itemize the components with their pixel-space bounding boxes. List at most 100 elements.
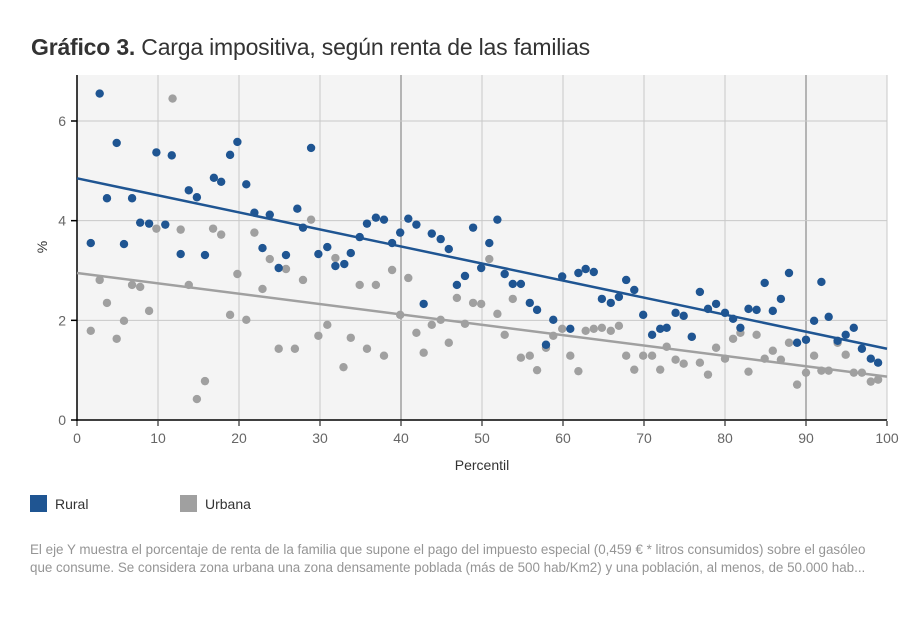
point-urbana — [525, 351, 534, 360]
point-rural — [638, 310, 648, 320]
point-urbana — [638, 351, 648, 360]
point-urbana — [102, 298, 112, 308]
data-points — [86, 89, 883, 404]
trendline-urbana — [76, 271, 888, 378]
point-urbana — [362, 344, 372, 353]
point-urbana — [168, 94, 177, 103]
point-rural — [752, 305, 761, 315]
point-urbana — [208, 224, 218, 233]
point-rural — [476, 263, 486, 273]
chart-note: El eje Y muestra el porcentaje de renta … — [30, 542, 866, 575]
point-urbana — [225, 310, 235, 320]
point-rural — [331, 261, 340, 271]
point-rural — [873, 358, 883, 367]
point-rural — [541, 340, 551, 349]
point-rural — [493, 215, 502, 224]
point-urbana — [866, 377, 875, 386]
point-rural — [549, 315, 558, 325]
point-rural — [711, 299, 721, 309]
point-rural — [216, 177, 226, 186]
point-urbana — [86, 326, 95, 335]
point-urbana — [873, 375, 883, 384]
x-tick-label: 80 — [717, 430, 733, 446]
point-urbana — [371, 280, 381, 290]
legend: Rural Urbana — [30, 495, 330, 512]
point-rural — [671, 308, 680, 318]
point-rural — [817, 277, 826, 287]
point-urbana — [290, 344, 300, 353]
point-urbana — [281, 264, 291, 274]
point-rural — [849, 323, 858, 333]
point-rural — [647, 330, 657, 339]
point-rural — [362, 219, 372, 228]
point-urbana — [233, 269, 242, 279]
point-urbana — [452, 293, 462, 303]
point-urbana — [135, 282, 145, 292]
point-urbana — [258, 284, 267, 294]
point-rural — [695, 287, 705, 297]
x-tick-label: 40 — [393, 430, 409, 446]
point-rural — [242, 180, 251, 189]
point-rural — [176, 249, 185, 259]
point-rural — [167, 151, 176, 160]
point-rural — [395, 228, 405, 237]
point-rural — [736, 323, 745, 333]
chart-title-text: Carga impositiva, según renta de las fam… — [135, 34, 590, 60]
point-urbana — [801, 368, 811, 377]
point-urbana — [95, 275, 104, 285]
point-rural — [687, 332, 696, 341]
point-urbana — [752, 330, 761, 339]
y-tick-label: 6 — [58, 113, 66, 129]
point-urbana — [728, 334, 738, 343]
trendline-rural — [76, 177, 888, 350]
point-rural — [371, 213, 381, 222]
point-rural — [412, 220, 421, 229]
point-urbana — [574, 366, 583, 376]
point-urbana — [508, 294, 517, 304]
point-urbana — [274, 344, 283, 353]
point-urbana — [176, 225, 185, 234]
legend-item-urbana[interactable]: Urbana — [180, 495, 330, 512]
point-rural — [152, 148, 161, 157]
point-urbana — [387, 265, 397, 275]
x-tick-label: 100 — [875, 430, 899, 446]
point-urbana — [500, 330, 509, 339]
legend-label-rural: Rural — [55, 495, 89, 512]
point-rural — [630, 285, 639, 295]
point-rural — [662, 323, 671, 333]
point-urbana — [314, 331, 323, 340]
point-urbana — [192, 394, 202, 404]
point-urbana — [703, 370, 713, 379]
y-tick-label: 2 — [58, 312, 66, 328]
point-rural — [656, 324, 665, 334]
point-rural — [500, 269, 509, 279]
point-rural — [589, 267, 598, 277]
point-urbana — [614, 321, 624, 331]
point-urbana — [656, 365, 665, 374]
point-rural — [525, 298, 534, 308]
point-rural — [419, 299, 428, 309]
point-urbana — [119, 316, 129, 326]
x-tick-label: 10 — [150, 430, 166, 446]
legend-item-rural[interactable]: Rural — [30, 495, 180, 512]
point-urbana — [379, 351, 389, 360]
point-rural — [566, 324, 575, 334]
point-rural — [161, 220, 170, 229]
x-tick-label: 60 — [555, 430, 571, 446]
point-urbana — [404, 273, 413, 283]
point-rural — [760, 278, 769, 288]
point-urbana — [597, 323, 607, 333]
point-urbana — [647, 351, 657, 360]
scatter-chart: 0 10 20 30 40 50 60 70 80 90 100 0 2 4 6 Percentil % — [34, 75, 899, 473]
point-rural — [516, 279, 526, 289]
point-urbana — [444, 338, 453, 347]
point-rural — [841, 330, 850, 339]
x-axis-label: Percentil — [455, 457, 509, 473]
point-urbana — [532, 365, 542, 375]
point-urbana — [557, 324, 567, 334]
y-tick-label: 4 — [58, 213, 66, 229]
point-urbana — [485, 254, 494, 264]
point-rural — [112, 138, 121, 148]
point-rural — [776, 294, 786, 304]
point-rural — [574, 268, 583, 278]
